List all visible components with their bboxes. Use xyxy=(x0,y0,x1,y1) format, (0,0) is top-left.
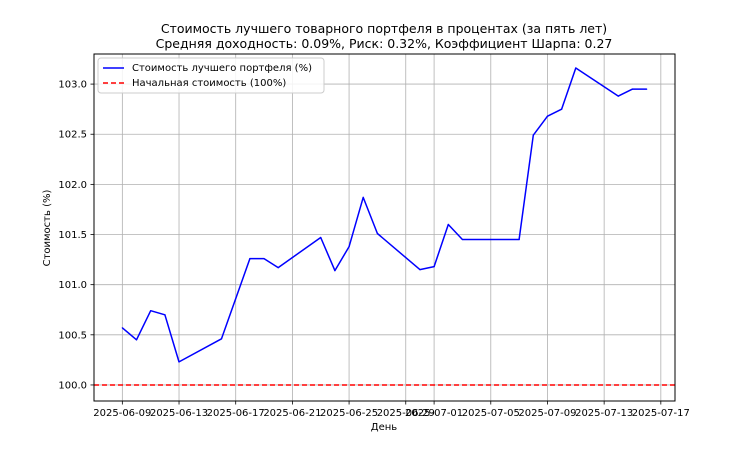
legend-frame xyxy=(97,57,325,94)
portfolio-data-point xyxy=(249,257,251,260)
grid-lines xyxy=(94,54,675,401)
y-axis-ticks: 100.0 100.5 101.0 101.5 102.0 102.5 103.0 xyxy=(58,80,94,391)
plot-area-frame xyxy=(93,53,676,402)
portfolio-data-point xyxy=(362,196,364,199)
portfolio-value-line xyxy=(121,67,647,363)
portfolio-data-point xyxy=(121,327,123,329)
chart-title-line1: Стоимость лучшего товарного портфеля в п… xyxy=(161,21,607,36)
portfolio-data-point xyxy=(447,223,449,226)
x-tick-label: 2025-07-13 xyxy=(575,408,633,419)
x-axis-ticks: 2025-06-092025-06-132025-06-172025-06-21… xyxy=(93,401,690,419)
x-tick-label: 2025-06-21 xyxy=(263,408,321,419)
y-tick-label: 102.0 xyxy=(58,180,87,191)
y-axis-label: Стоимость (%) xyxy=(42,190,53,267)
portfolio-data-point xyxy=(376,232,379,235)
portfolio-data-point xyxy=(334,270,336,272)
y-tick-label: 100.5 xyxy=(58,330,87,341)
portfolio-data-point xyxy=(575,67,577,69)
y-tick-label: 103.0 xyxy=(58,80,87,91)
x-tick-label: 2025-07-05 xyxy=(462,408,520,419)
y-tick-label: 102.5 xyxy=(58,130,87,141)
portfolio-data-point xyxy=(433,266,435,268)
x-tick-label: 2025-07-09 xyxy=(518,408,576,419)
portfolio-data-point xyxy=(631,88,634,90)
portfolio-data-point xyxy=(419,269,421,271)
portfolio-data-point xyxy=(561,108,563,110)
x-tick-label: 2025-06-29 xyxy=(377,408,435,419)
portfolio-data-point xyxy=(150,310,152,312)
portfolio-data-point xyxy=(518,238,520,241)
legend: Стоимость лучшего портфеля (%) Начальная… xyxy=(97,57,325,94)
portfolio-data-point xyxy=(646,88,648,90)
x-tick-label: 2025-06-09 xyxy=(93,408,151,419)
portfolio-data-point xyxy=(263,257,265,260)
portfolio-data-point xyxy=(164,314,166,316)
series-layer xyxy=(121,67,648,363)
x-tick-label: 2025-07-01 xyxy=(405,408,463,419)
portfolio-data-point xyxy=(220,338,223,340)
x-tick-label: 2025-07-17 xyxy=(632,408,690,419)
y-tick-label: 101.0 xyxy=(58,280,87,291)
x-tick-label: 2025-06-25 xyxy=(320,408,378,419)
portfolio-data-point xyxy=(348,245,350,248)
portfolio-data-point xyxy=(178,361,180,363)
x-tick-label: 2025-06-13 xyxy=(150,408,208,419)
x-tick-label: 2025-06-17 xyxy=(207,408,265,419)
x-axis-label: День xyxy=(371,422,398,433)
portfolio-data-point xyxy=(617,95,619,97)
portfolio-data-point xyxy=(532,134,534,136)
portfolio-data-point xyxy=(320,236,322,239)
portfolio-data-point xyxy=(546,115,549,117)
legend-baseline-label: Начальная стоимость (100%) xyxy=(132,78,286,89)
y-tick-label: 101.5 xyxy=(58,230,87,241)
legend-portfolio-label: Стоимость лучшего портфеля (%) xyxy=(132,63,312,74)
y-tick-label: 100.0 xyxy=(58,380,87,391)
portfolio-data-point xyxy=(135,339,138,341)
portfolio-data-point xyxy=(461,238,464,241)
chart-title-line2: Средняя доходность: 0.09%, Риск: 0.32%, … xyxy=(156,36,613,51)
portfolio-data-point xyxy=(277,267,279,269)
